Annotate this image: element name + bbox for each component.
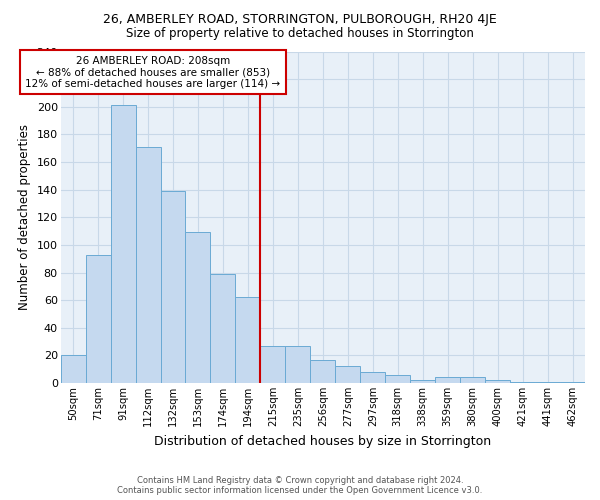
Bar: [510, 382, 535, 383]
Bar: [86, 254, 110, 383]
Bar: [161, 191, 185, 383]
Bar: [110, 106, 136, 383]
Bar: [535, 382, 560, 383]
Bar: [335, 366, 360, 383]
Text: Contains HM Land Registry data © Crown copyright and database right 2024.
Contai: Contains HM Land Registry data © Crown c…: [118, 476, 482, 495]
Bar: [560, 382, 585, 383]
X-axis label: Distribution of detached houses by size in Storrington: Distribution of detached houses by size …: [154, 434, 491, 448]
Bar: [235, 298, 260, 383]
Bar: [286, 346, 310, 383]
Bar: [385, 374, 410, 383]
Bar: [360, 372, 385, 383]
Text: 26 AMBERLEY ROAD: 208sqm
← 88% of detached houses are smaller (853)
12% of semi-: 26 AMBERLEY ROAD: 208sqm ← 88% of detach…: [25, 56, 281, 89]
Bar: [211, 274, 235, 383]
Bar: [260, 346, 286, 383]
Bar: [410, 380, 435, 383]
Y-axis label: Number of detached properties: Number of detached properties: [18, 124, 31, 310]
Bar: [310, 360, 335, 383]
Bar: [485, 380, 510, 383]
Bar: [136, 147, 161, 383]
Bar: [460, 378, 485, 383]
Text: 26, AMBERLEY ROAD, STORRINGTON, PULBOROUGH, RH20 4JE: 26, AMBERLEY ROAD, STORRINGTON, PULBOROU…: [103, 12, 497, 26]
Text: Size of property relative to detached houses in Storrington: Size of property relative to detached ho…: [126, 28, 474, 40]
Bar: [61, 356, 86, 383]
Bar: [435, 378, 460, 383]
Bar: [185, 232, 211, 383]
